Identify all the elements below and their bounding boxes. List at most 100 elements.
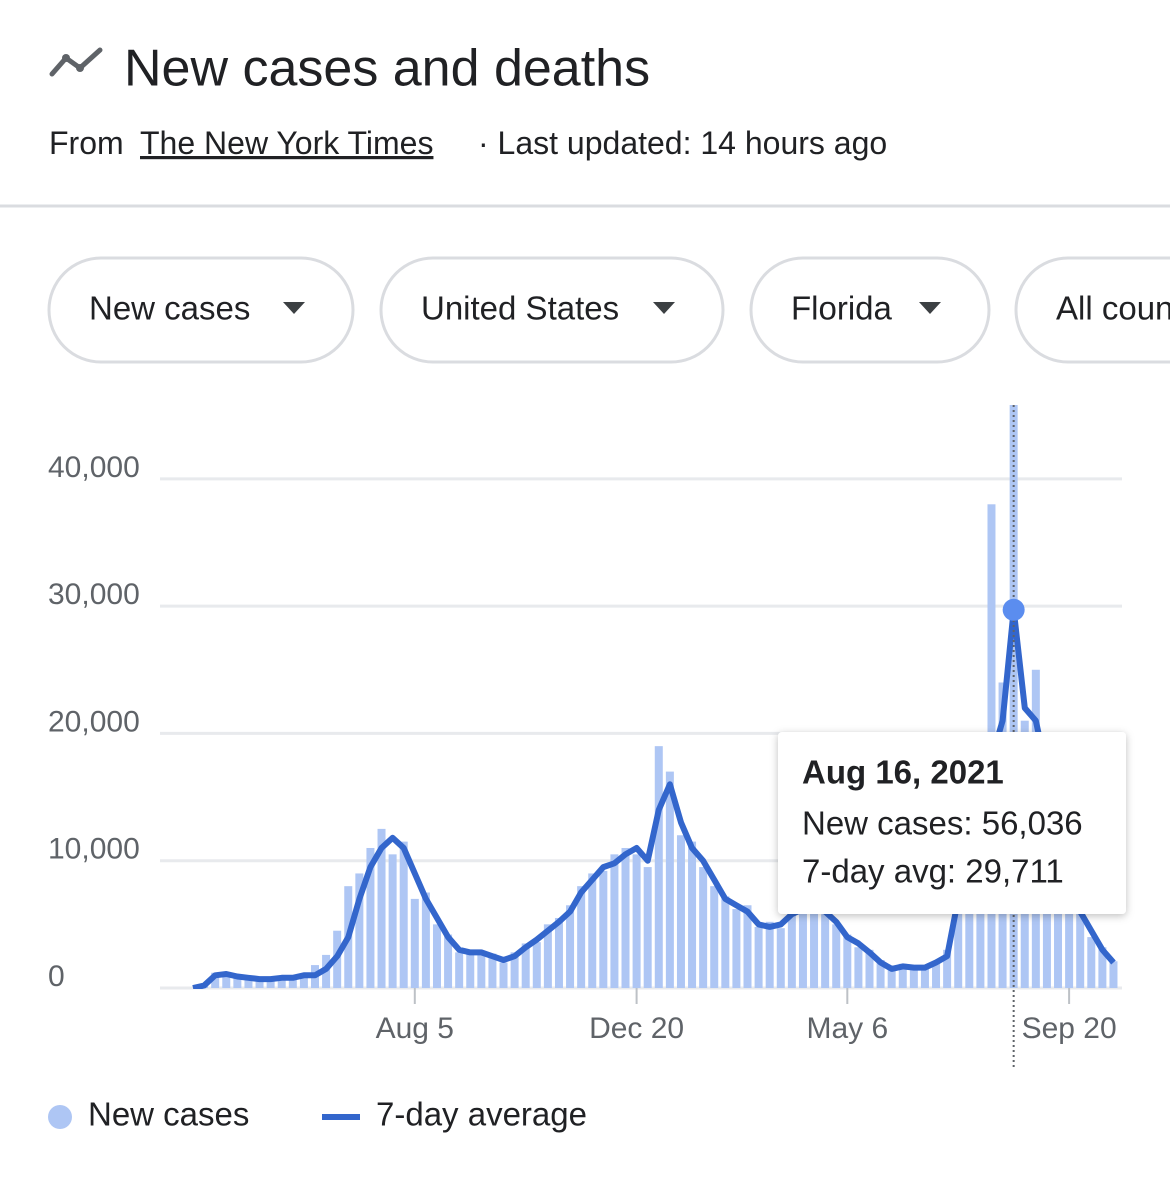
bar xyxy=(787,911,796,988)
x-tick-label: Sep 20 xyxy=(1022,1012,1117,1045)
bar xyxy=(765,921,774,988)
bar xyxy=(821,914,830,988)
bar xyxy=(299,975,308,988)
bar xyxy=(455,952,464,988)
bar xyxy=(355,873,364,988)
legend-label: New cases xyxy=(88,1096,249,1133)
bar xyxy=(521,943,530,988)
bar xyxy=(954,886,963,988)
last-updated: · Last updated: 14 hours ago xyxy=(478,125,887,161)
bar xyxy=(510,952,519,988)
filter-chip[interactable]: All counties xyxy=(1014,256,1170,364)
bar xyxy=(1065,860,1074,988)
bar xyxy=(366,847,375,988)
filter-chip[interactable]: New cases xyxy=(47,256,355,364)
bar xyxy=(810,911,819,988)
filter-chip[interactable]: Florida xyxy=(749,256,991,364)
bar xyxy=(477,954,486,988)
y-tick-label: 30,000 xyxy=(48,578,140,611)
bar xyxy=(266,980,275,988)
bar xyxy=(288,979,297,988)
bar xyxy=(466,949,475,988)
bar xyxy=(488,953,497,988)
chip-outline xyxy=(749,256,991,364)
bar xyxy=(743,905,752,988)
chip-arrow xyxy=(653,302,675,314)
bar xyxy=(643,867,652,988)
bar xyxy=(421,892,430,988)
tooltip-line: 7-day avg: 29,711 xyxy=(802,853,1064,890)
bar xyxy=(610,854,619,988)
bar xyxy=(798,905,807,988)
chip-arrow xyxy=(283,302,305,314)
bar xyxy=(776,928,785,988)
trend-icon xyxy=(49,47,103,77)
filter-bar: New cases United States Florida All countie… xyxy=(47,256,1170,364)
bar xyxy=(621,847,630,988)
bar xyxy=(665,771,674,988)
legend-swatch xyxy=(48,1105,72,1129)
y-tick-label: 20,000 xyxy=(48,705,140,738)
y-tick-label: 40,000 xyxy=(48,451,140,484)
filter-chip[interactable]: United States xyxy=(379,256,725,364)
bar xyxy=(543,924,552,988)
bar xyxy=(410,898,419,988)
bar xyxy=(444,934,453,988)
tooltip-date: Aug 16, 2021 xyxy=(802,754,1004,791)
bar xyxy=(876,959,885,988)
chip-label: United States xyxy=(421,290,619,327)
bar xyxy=(1109,961,1118,988)
title: New cases and deaths xyxy=(124,40,650,98)
y-tick-label: 0 xyxy=(48,960,65,993)
bar xyxy=(699,867,708,988)
bar xyxy=(588,873,597,988)
x-tick-label: May 6 xyxy=(806,1012,888,1045)
chip-arrow xyxy=(919,302,941,314)
bar xyxy=(721,896,730,988)
chip-label: All counties xyxy=(1056,290,1170,327)
bar xyxy=(688,841,697,988)
chip-outline xyxy=(1014,256,1170,364)
bar xyxy=(1098,947,1107,988)
x-tick-label: Aug 5 xyxy=(376,1012,454,1045)
bar xyxy=(898,963,907,988)
bar xyxy=(222,975,231,988)
bar xyxy=(654,746,663,988)
y-tick-label: 10,000 xyxy=(48,833,140,866)
tooltip-line: New cases: 56,036 xyxy=(802,805,1083,842)
bar xyxy=(399,841,408,988)
bar xyxy=(843,934,852,988)
bar xyxy=(255,977,264,988)
bar xyxy=(244,979,253,988)
chip-label: New cases xyxy=(89,290,250,327)
x-tick-label: Dec 20 xyxy=(589,1012,684,1045)
source-line: From The New York Times · Last updated: … xyxy=(49,125,887,161)
bar xyxy=(432,924,441,988)
bar xyxy=(920,966,929,988)
hover-dot xyxy=(1002,598,1025,621)
source-prefix: From xyxy=(49,125,124,161)
bar xyxy=(943,949,952,988)
bar xyxy=(632,854,641,988)
bar xyxy=(577,886,586,988)
bar xyxy=(211,972,220,988)
bar xyxy=(932,961,941,988)
bar xyxy=(865,949,874,988)
bar xyxy=(854,947,863,988)
bar xyxy=(754,926,763,988)
chip-outline xyxy=(47,256,355,364)
bar xyxy=(732,909,741,988)
trend-icon-dot xyxy=(62,54,70,62)
chip-label: Florida xyxy=(791,290,893,327)
bar xyxy=(277,976,286,988)
bar xyxy=(832,924,841,988)
bar xyxy=(710,886,719,988)
chip-outline xyxy=(379,256,725,364)
bar xyxy=(909,968,918,988)
bar xyxy=(599,870,608,988)
tooltip-box xyxy=(778,732,1126,914)
bar xyxy=(1076,905,1085,988)
source-link[interactable]: The New York Times xyxy=(140,125,433,161)
bar xyxy=(532,942,541,988)
bar xyxy=(1087,937,1096,988)
